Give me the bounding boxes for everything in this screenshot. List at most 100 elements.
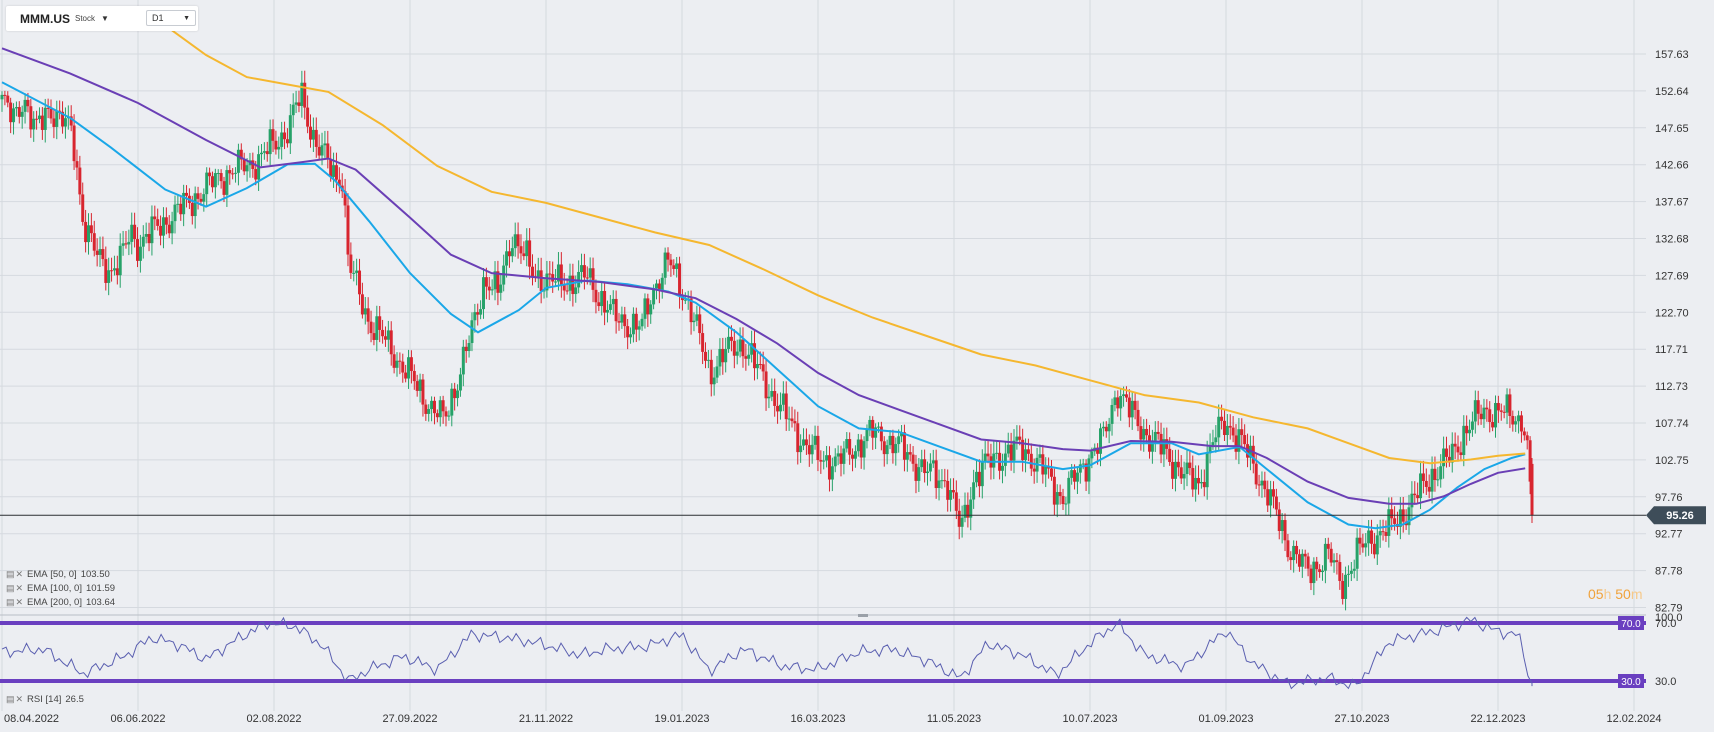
candle-body bbox=[905, 452, 909, 460]
candle-body bbox=[888, 435, 892, 446]
candle-body bbox=[1476, 400, 1480, 414]
candle-body bbox=[277, 146, 281, 150]
timeframe-dropdown[interactable]: D1 ▼ bbox=[146, 10, 196, 26]
candle-body bbox=[130, 224, 134, 242]
chevron-down-icon[interactable]: ▼ bbox=[101, 14, 109, 23]
candle-body bbox=[1096, 447, 1100, 454]
candle-body bbox=[1372, 543, 1376, 555]
candle-body bbox=[585, 277, 589, 279]
candle-body bbox=[329, 158, 333, 177]
legend-ema100-value: 101.59 bbox=[85, 583, 116, 594]
candle-body bbox=[1153, 431, 1157, 441]
legend-rsi-params: [14] bbox=[45, 694, 62, 705]
candle-body bbox=[72, 125, 76, 162]
candle-body bbox=[1459, 452, 1463, 456]
candle-body bbox=[294, 102, 298, 105]
candle-body bbox=[1220, 416, 1224, 421]
candle-body bbox=[519, 246, 523, 254]
candle-body bbox=[358, 270, 362, 295]
candle-body bbox=[923, 459, 927, 474]
legend-ema100[interactable]: ▤✕ EMA [100, 0] 101.59 bbox=[6, 583, 115, 594]
price-tick-label: 122.70 bbox=[1655, 307, 1689, 319]
candle-body bbox=[1237, 429, 1241, 452]
symbol-selector[interactable]: MMM.US Stock ▼ D1 ▼ bbox=[6, 6, 198, 31]
candle-body bbox=[242, 159, 246, 172]
candle-countdown: 05h 50m bbox=[1588, 586, 1643, 602]
candle-body bbox=[484, 277, 488, 287]
candle-body bbox=[1188, 462, 1192, 469]
candle-body bbox=[1370, 530, 1374, 544]
candle-body bbox=[1427, 486, 1431, 492]
time-tick-label: 16.03.2023 bbox=[790, 713, 845, 725]
settings-close-icon[interactable]: ▤✕ bbox=[6, 569, 25, 579]
candle-body bbox=[395, 360, 399, 368]
candle-body bbox=[513, 234, 517, 249]
candle-body bbox=[35, 118, 39, 120]
candle-body bbox=[507, 251, 511, 257]
candle-body bbox=[493, 271, 497, 290]
candle-body bbox=[1349, 570, 1353, 574]
candle-body bbox=[724, 348, 728, 363]
candle-body bbox=[259, 152, 263, 155]
candle-body bbox=[1332, 560, 1336, 563]
candle-body bbox=[718, 348, 722, 367]
candle-body bbox=[1416, 495, 1420, 499]
candle-body bbox=[1465, 425, 1469, 434]
settings-close-icon[interactable]: ▤✕ bbox=[6, 694, 25, 704]
candle-body bbox=[879, 426, 883, 442]
settings-close-icon[interactable]: ▤✕ bbox=[6, 597, 25, 607]
candle-body bbox=[461, 346, 465, 375]
candle-body bbox=[669, 259, 673, 266]
candle-body bbox=[456, 390, 460, 399]
price-tick-label: 147.65 bbox=[1655, 123, 1689, 135]
candle-body bbox=[464, 346, 468, 352]
candle-body bbox=[1321, 570, 1325, 573]
candle-body bbox=[121, 243, 125, 246]
candle-body bbox=[1303, 553, 1307, 557]
candle-body bbox=[654, 283, 658, 289]
price-tick-label: 127.69 bbox=[1655, 270, 1689, 282]
candle-body bbox=[969, 499, 973, 518]
candle-body bbox=[332, 165, 336, 177]
plot-background bbox=[0, 0, 1646, 711]
candle-body bbox=[311, 129, 315, 140]
candle-body bbox=[1026, 449, 1030, 454]
candle-body bbox=[732, 340, 736, 356]
candle-body bbox=[793, 421, 797, 424]
candle-body bbox=[698, 314, 702, 334]
candle-body bbox=[963, 504, 967, 518]
candle-body bbox=[14, 107, 18, 109]
candle-body bbox=[6, 95, 10, 103]
candle-body bbox=[1439, 466, 1443, 480]
pane-separator-grip[interactable] bbox=[858, 614, 868, 617]
legend-rsi[interactable]: ▤✕ RSI [14] 26.5 bbox=[6, 694, 84, 705]
rsi-line bbox=[1, 616, 1533, 690]
legend-ema50[interactable]: ▤✕ EMA [50, 0] 103.50 bbox=[6, 569, 110, 580]
candle-body bbox=[1364, 543, 1368, 548]
candle-body bbox=[378, 316, 382, 330]
candle-body bbox=[412, 370, 416, 382]
candle-body bbox=[499, 284, 503, 293]
settings-close-icon[interactable]: ▤✕ bbox=[6, 583, 25, 593]
candle-body bbox=[69, 116, 73, 126]
candle-body bbox=[95, 250, 99, 255]
candle-body bbox=[804, 439, 808, 446]
candle-body bbox=[326, 143, 330, 159]
candle-body bbox=[470, 320, 474, 344]
candle-body bbox=[1407, 507, 1411, 526]
candle-body bbox=[1145, 428, 1149, 436]
legend-ema200[interactable]: ▤✕ EMA [200, 0] 103.64 bbox=[6, 597, 115, 608]
candle-body bbox=[1009, 444, 1013, 461]
candle-body bbox=[1453, 443, 1457, 447]
candle-body bbox=[317, 146, 321, 156]
candle-body bbox=[920, 459, 924, 468]
candle-body bbox=[1225, 425, 1229, 435]
candle-body bbox=[1292, 545, 1296, 561]
legend-rsi-label: RSI bbox=[27, 694, 43, 705]
candle-body bbox=[199, 198, 203, 202]
candle-body bbox=[245, 165, 249, 172]
candle-body bbox=[531, 266, 535, 277]
price-tick-label: 112.73 bbox=[1655, 381, 1688, 393]
candle-body bbox=[101, 249, 105, 260]
